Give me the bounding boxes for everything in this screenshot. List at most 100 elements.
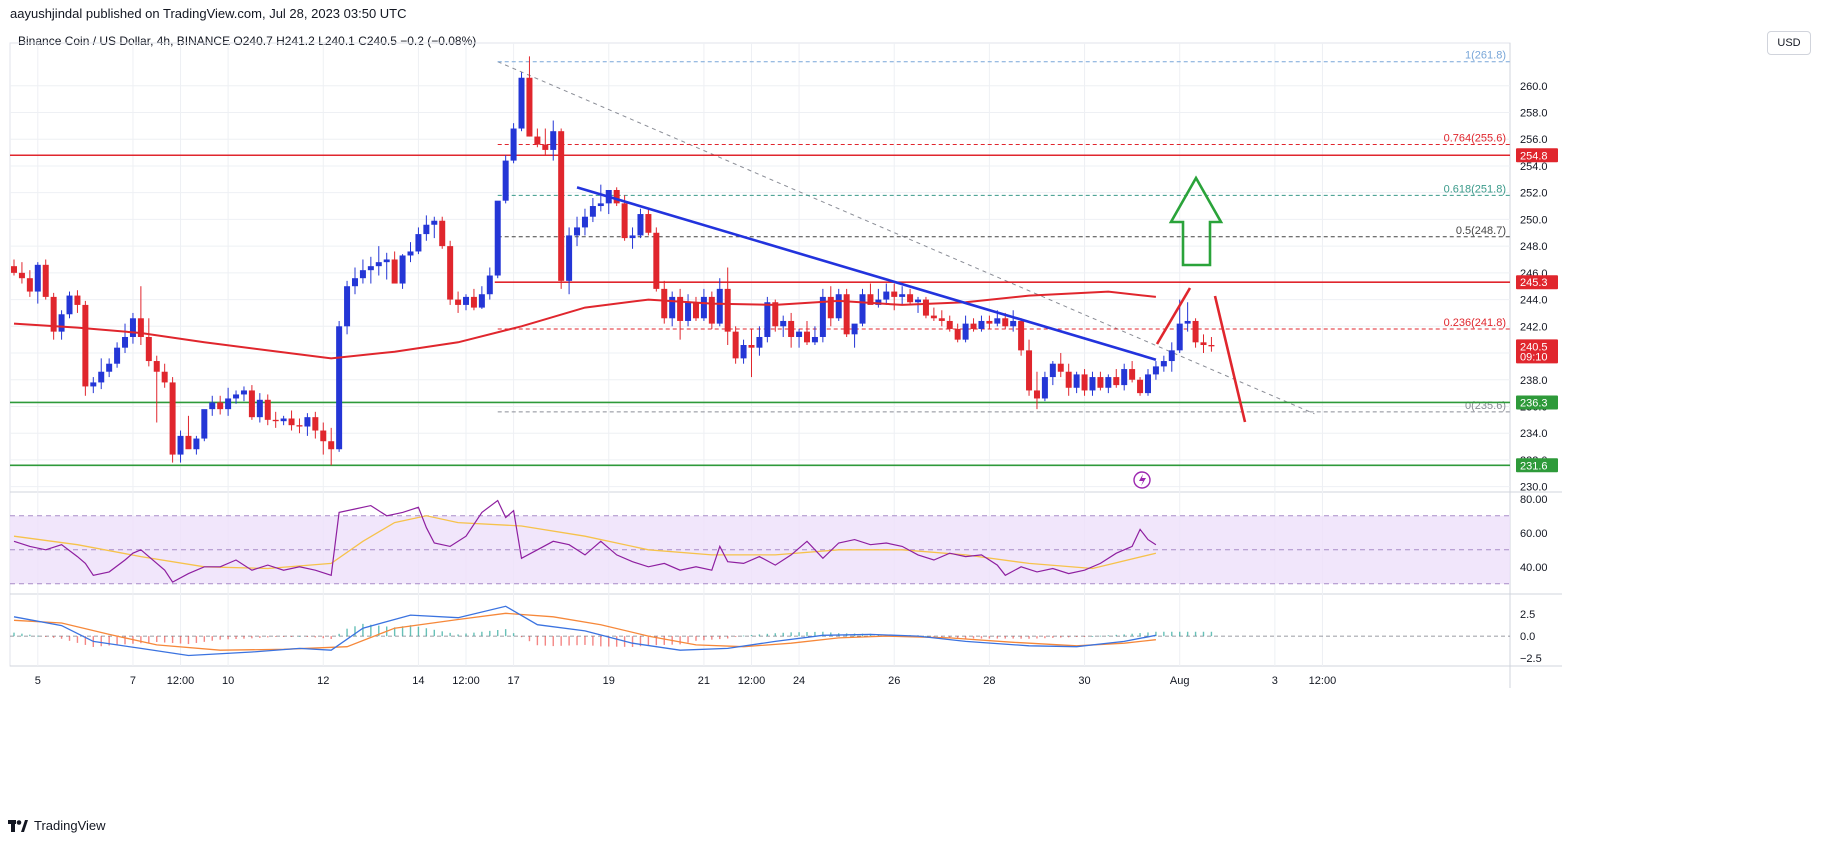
candle — [66, 291, 73, 319]
macd-histogram-bar — [322, 636, 324, 639]
currency-button[interactable]: USD — [1767, 31, 1811, 55]
time-tick-label: 30 — [1078, 675, 1090, 687]
macd-histogram-bar — [362, 623, 364, 637]
candle-body — [1176, 323, 1183, 351]
candle — [415, 227, 422, 255]
candle — [748, 328, 755, 378]
macd-histogram-bar — [346, 628, 348, 637]
candle — [288, 410, 295, 431]
candle — [1192, 318, 1199, 348]
macd-histogram-bar — [1091, 636, 1094, 637]
candle-body — [946, 320, 953, 329]
macd-histogram-bar — [512, 633, 515, 637]
macd-histogram-bar — [417, 626, 420, 637]
candle-body — [1144, 374, 1151, 394]
price-tick-label: 238.0 — [1520, 375, 1548, 387]
candle-body — [34, 264, 41, 292]
candle — [804, 320, 810, 346]
macd-histogram-bar — [156, 636, 158, 642]
candle-body — [264, 399, 271, 420]
candle — [835, 288, 842, 321]
time-tick-label: 5 — [35, 675, 41, 687]
candle — [962, 315, 969, 343]
price-badge — [1516, 148, 1558, 163]
candle-body — [1137, 379, 1144, 394]
candle-body — [280, 418, 287, 422]
macd-histogram-bar — [988, 636, 991, 639]
macd-histogram-bar — [727, 636, 729, 639]
price-tick-label: 252.0 — [1520, 188, 1548, 200]
macd-histogram-bar — [1186, 631, 1189, 637]
candle-body — [986, 320, 993, 324]
candle-body — [1033, 390, 1040, 399]
candle — [320, 422, 327, 455]
macd-histogram-bar — [481, 631, 483, 637]
candle — [867, 283, 874, 305]
macd-histogram-bar — [806, 632, 808, 637]
candle — [811, 326, 818, 346]
candle — [359, 259, 366, 284]
candle-body — [463, 296, 470, 305]
macd-histogram-bar — [187, 636, 190, 645]
candle-body — [1026, 350, 1033, 391]
candle-body — [756, 336, 763, 348]
candle-body — [1097, 377, 1104, 388]
candle-body — [288, 418, 295, 426]
candle-body — [478, 294, 485, 308]
macd-histogram-bar — [163, 636, 166, 643]
macd-histogram-bar — [298, 635, 301, 637]
candle-body — [740, 345, 747, 359]
candle-body — [256, 399, 263, 418]
candle-body — [304, 417, 311, 427]
macd-histogram-bar — [29, 634, 31, 637]
macd-histogram-bar — [639, 636, 642, 647]
candle-body — [907, 294, 914, 303]
macd-histogram — [13, 623, 1213, 647]
candle — [177, 430, 184, 463]
tradingview-logo[interactable]: TradingView — [8, 818, 106, 833]
candle-body — [431, 220, 438, 225]
publisher-line: aayushjindal published on TradingView.co… — [10, 6, 407, 21]
candle-body — [153, 361, 160, 372]
candle-body — [1168, 350, 1175, 362]
macd-histogram-bar — [1052, 636, 1054, 638]
candle — [875, 288, 882, 308]
candle-body — [1121, 369, 1128, 386]
macd-histogram-bar — [251, 636, 253, 639]
candle — [423, 215, 430, 241]
candle — [732, 326, 739, 364]
price-tick-label: 248.0 — [1520, 241, 1548, 253]
macd-histogram-bar — [235, 636, 237, 639]
time-tick-label: 21 — [698, 675, 710, 687]
candle-body — [272, 419, 279, 422]
fib-level-label: 0.764(255.6) — [1444, 133, 1506, 145]
candle-body — [1184, 320, 1191, 324]
candle — [502, 155, 509, 204]
macd-histogram-bar — [941, 636, 943, 638]
candle-body — [351, 278, 358, 287]
candle-body — [891, 291, 898, 297]
candle — [653, 227, 660, 292]
macd-histogram-bar — [449, 632, 451, 637]
rsi-tick-label: 80.00 — [1520, 494, 1548, 506]
macd-histogram-bar — [536, 636, 539, 646]
candle-body — [58, 314, 65, 332]
candle — [669, 291, 676, 327]
candle-body — [1057, 363, 1064, 372]
macd-histogram-bar — [592, 636, 594, 646]
moving-average-line — [13, 290, 1157, 360]
candle — [954, 323, 961, 343]
candle-body — [233, 394, 240, 399]
macd-histogram-bar — [615, 636, 618, 647]
candle-body — [486, 275, 493, 295]
candle-body — [1152, 366, 1159, 375]
macd-histogram-bar — [1194, 631, 1197, 637]
candle-body — [542, 144, 549, 150]
candle — [1113, 369, 1120, 388]
candle — [391, 251, 398, 284]
candle-body — [962, 323, 969, 340]
candle — [677, 288, 684, 340]
candle — [383, 252, 390, 280]
macd-histogram-bar — [140, 636, 142, 644]
